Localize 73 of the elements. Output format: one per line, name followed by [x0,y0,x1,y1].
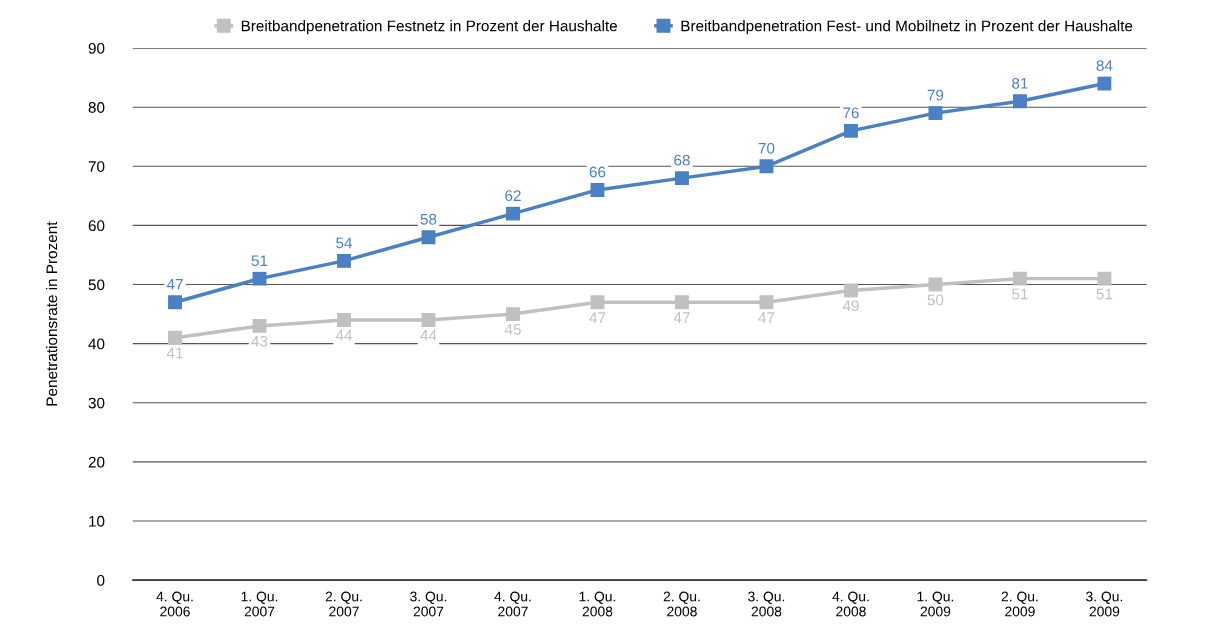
data-label: 47 [758,312,775,323]
data-label: 51 [1096,288,1113,300]
data-label: 47 [166,279,183,290]
point [168,330,182,345]
x-tick-label: 2. Qu. 2009 [1001,591,1038,617]
point [421,230,436,245]
x-tick-label: 1. Qu. 2007 [241,591,278,617]
y-tick-label: 80 [88,102,105,113]
y-tick-label: 50 [88,279,105,291]
legend-label: Breitbandpenetration Festnetz in Prozent der Haushalte [241,20,617,35]
x-tick-label: 3. Qu. 2008 [748,591,785,617]
data-label: 58 [420,213,437,225]
data-label: 62 [505,190,521,202]
x-tick-label: 1. Qu. 2008 [579,591,616,617]
point [1097,271,1112,286]
point [759,295,774,310]
point [843,123,858,138]
data-label: 81 [1012,77,1028,89]
point [928,106,943,121]
y-tick-label: 40 [88,338,105,350]
data-label: 54 [336,237,353,249]
y-tick-label: 60 [88,220,105,232]
data-label: 47 [673,312,690,323]
data-label: 51 [251,255,268,267]
data-label: 84 [1096,60,1113,71]
x-tick-label: 2. Qu. 2007 [325,591,362,617]
y-tick-label: 90 [88,42,105,54]
y-tick-label: 20 [88,456,105,468]
data-label: 44 [420,330,437,341]
data-label: 76 [843,107,859,119]
x-tick-label: 2. Qu. 2008 [663,591,700,617]
data-label: 79 [927,89,944,101]
data-label: 44 [335,330,353,341]
data-label: 50 [927,294,944,306]
data-label: 43 [251,335,268,347]
y-tick-label: 0 [97,574,105,586]
point [675,171,689,186]
x-tick-label: 3. Qu. 2009 [1086,591,1123,617]
x-tick-label: 4. Qu. 2007 [494,591,531,617]
point [843,283,858,298]
x-tick-label: 1. Qu. 2009 [917,591,954,617]
point [252,318,267,333]
point [252,271,267,286]
x-tick-label: 4. Qu. 2006 [156,591,193,617]
y-axis-title: Penetrationsrate in Prozent [45,221,58,406]
x-tick-label: 3. Qu. 2007 [410,591,447,617]
data-label: 68 [674,154,690,166]
point [1012,94,1027,109]
point [168,295,182,310]
x-tick-label: 4. Qu. 2008 [832,591,869,617]
point [759,159,774,174]
point [506,206,520,221]
point [675,295,689,310]
point [421,313,436,327]
data-label: 66 [589,166,606,178]
data-label: 49 [842,300,859,312]
data-label: 70 [758,142,775,154]
point [928,277,943,292]
point [590,295,605,310]
y-tick-label: 30 [88,397,105,409]
y-tick-label: 10 [89,515,105,527]
point [337,313,351,327]
point [590,183,605,197]
data-label: 41 [166,347,183,359]
point [1097,76,1112,91]
point [337,253,351,268]
data-label: 47 [589,312,606,323]
point [1012,271,1027,286]
point [506,307,520,322]
data-label: 45 [504,324,521,335]
legend-label: Breitbandpenetration Fest- und Mobilnetz in Prozent der Haushalte [681,20,1133,35]
y-tick-label: 70 [88,161,105,172]
data-label: 51 [1012,288,1028,300]
